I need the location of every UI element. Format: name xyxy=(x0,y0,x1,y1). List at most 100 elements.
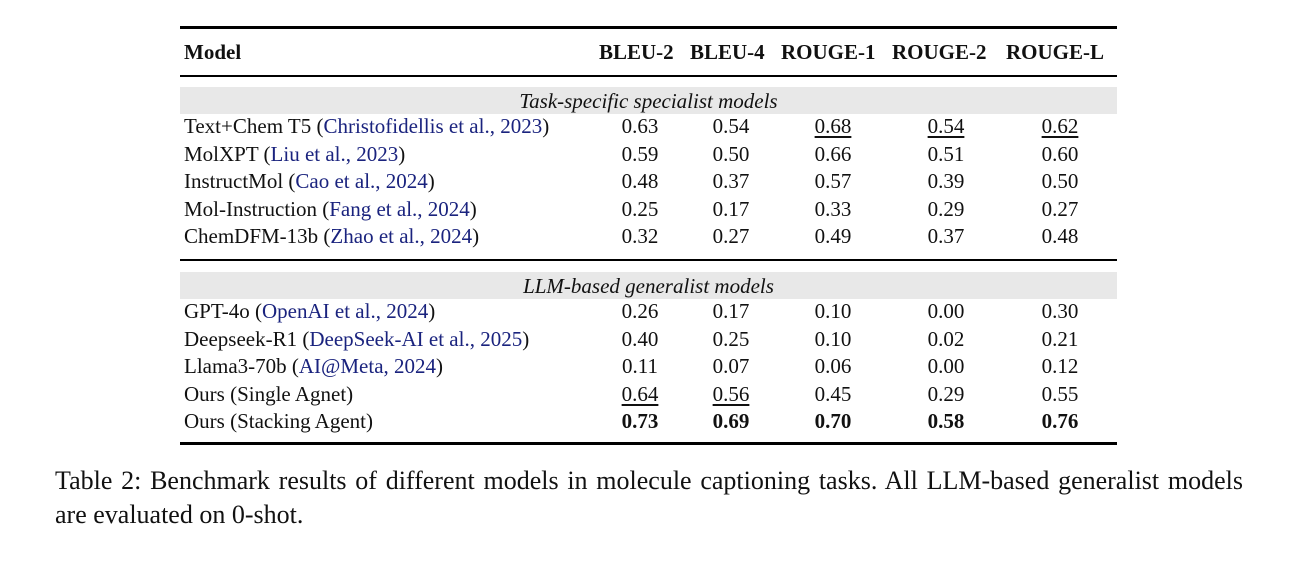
table-row: Deepseek-R1 (DeepSeek-AI et al., 2025) 0.… xyxy=(180,326,1117,353)
metric-value-text: 0.02 xyxy=(927,326,965,351)
metric-value-text: 0.68 xyxy=(814,114,852,138)
model-label: Ours (Stacking Agent) xyxy=(184,409,373,433)
metric-value-text: 0.11 xyxy=(622,354,658,378)
metric-value: 0.00 xyxy=(896,353,996,380)
citation-link[interactable]: Christofidellis et al., 2023 xyxy=(323,114,543,138)
header-bleu2: BLEU-2 xyxy=(599,40,674,64)
metric-value: 0.59 xyxy=(590,141,690,168)
metric-value-text: 0.63 xyxy=(621,114,659,138)
metric-value-text: 0.07 xyxy=(712,354,750,378)
metric-value-text: 0.64 xyxy=(621,381,659,406)
citation-link[interactable]: DeepSeek-AI et al., 2025 xyxy=(309,326,523,351)
metric-value: 0.10 xyxy=(783,298,883,325)
model-name: InstructMol (Cao et al., 2024) xyxy=(184,168,435,195)
metric-value-text: 0.12 xyxy=(1041,354,1079,378)
metric-value-text: 0.06 xyxy=(814,354,852,378)
metric-value: 0.68 xyxy=(783,113,883,140)
model-label: Text+Chem T5 ( xyxy=(184,114,324,138)
metric-value: 0.27 xyxy=(1010,196,1110,223)
model-name: Text+Chem T5 (Christofidellis et al., 20… xyxy=(184,113,549,140)
metric-value: 0.56 xyxy=(681,381,781,408)
metric-value: 0.50 xyxy=(1010,168,1110,195)
metric-value: 0.25 xyxy=(590,196,690,223)
model-label: Ours (Single Agnet) xyxy=(184,381,354,406)
model-label: MolXPT ( xyxy=(184,141,271,166)
citation-close: ) xyxy=(398,141,406,166)
metric-value-text: 0.62 xyxy=(1041,114,1079,138)
metric-value: 0.54 xyxy=(681,113,781,140)
header-rule xyxy=(180,75,1117,77)
table-row: Llama3-70b (AI@Meta, 2024) 0.11 0.07 0.06 0.… xyxy=(180,353,1117,380)
bottom-rule xyxy=(180,442,1117,445)
table-row: GPT-4o (OpenAI et al., 2024) 0.26 0.17 0.10… xyxy=(180,298,1117,325)
citation-link[interactable]: Liu et al., 2023 xyxy=(270,141,399,166)
table-row: Ours (Stacking Agent) 0.73 0.69 0.70 0.58 0.7… xyxy=(180,408,1117,435)
metric-value: 0.40 xyxy=(590,326,690,353)
metric-value: 0.02 xyxy=(896,326,996,353)
metric-value-text: 0.00 xyxy=(927,354,965,378)
table-row: Mol-Instruction (Fang et al., 2024) 0.25 0… xyxy=(180,196,1117,223)
metric-value-text: 0.17 xyxy=(712,299,750,323)
metric-value: 0.62 xyxy=(1010,113,1110,140)
metric-value: 0.32 xyxy=(590,223,690,250)
metric-value-text: 0.45 xyxy=(814,381,852,406)
metric-value: 0.49 xyxy=(783,223,883,250)
table-row: ChemDFM-13b (Zhao et al., 2024) 0.32 0.27 0… xyxy=(180,223,1117,250)
metric-value-text: 0.66 xyxy=(814,141,852,166)
metric-value: 0.29 xyxy=(896,196,996,223)
metric-value-text: 0.57 xyxy=(814,169,852,193)
metric-value: 0.64 xyxy=(590,381,690,408)
metric-value-text: 0.27 xyxy=(1041,196,1079,221)
metric-value-text: 0.51 xyxy=(927,141,965,166)
metric-value-text: 0.10 xyxy=(814,326,852,351)
citation-link[interactable]: Zhao et al., 2024 xyxy=(330,224,473,248)
table-row: InstructMol (Cao et al., 2024) 0.48 0.37 0.… xyxy=(180,168,1117,195)
metric-value: 0.11 xyxy=(590,353,690,380)
metric-value-text: 0.48 xyxy=(1041,224,1079,248)
citation-close: ) xyxy=(542,114,550,138)
model-label: Mol-Instruction ( xyxy=(184,196,330,221)
citation-close: ) xyxy=(472,224,480,248)
model-label: InstructMol ( xyxy=(184,169,296,193)
citation-link[interactable]: Fang et al., 2024 xyxy=(329,196,470,221)
metric-value-text: 0.29 xyxy=(927,381,965,406)
model-name: Ours (Stacking Agent) xyxy=(184,408,373,435)
group-title: Task-specific specialist models xyxy=(180,87,1117,114)
metric-value: 0.17 xyxy=(681,196,781,223)
metric-value-text: 0.73 xyxy=(621,409,659,433)
header-model: Model xyxy=(184,40,242,64)
model-name: Ours (Single Agnet) xyxy=(184,381,353,408)
citation-link[interactable]: Cao et al., 2024 xyxy=(295,169,428,193)
metric-value-text: 0.58 xyxy=(927,409,965,433)
metric-value-text: 0.17 xyxy=(712,196,750,221)
metric-value: 0.07 xyxy=(681,353,781,380)
metric-value-text: 0.30 xyxy=(1041,299,1079,323)
citation-close: ) xyxy=(522,326,530,351)
metric-value-text: 0.37 xyxy=(927,224,965,248)
metric-value: 0.37 xyxy=(896,223,996,250)
metric-value-text: 0.49 xyxy=(814,224,852,248)
metric-value-text: 0.25 xyxy=(712,326,750,351)
header-row: Model BLEU-2 BLEU-4 ROUGE-1 ROUGE-2 ROUG… xyxy=(180,39,1117,66)
header-rouge2: ROUGE-2 xyxy=(892,40,987,64)
table-caption: Table 2: Benchmark results of different … xyxy=(55,466,1243,529)
model-label: GPT-4o ( xyxy=(184,299,262,323)
metric-value: 0.69 xyxy=(681,408,781,435)
metric-value: 0.27 xyxy=(681,223,781,250)
metric-value: 0.50 xyxy=(681,141,781,168)
metric-value: 0.48 xyxy=(590,168,690,195)
citation-link[interactable]: OpenAI et al., 2024 xyxy=(261,299,429,323)
metric-value-text: 0.26 xyxy=(621,299,659,323)
metric-value: 0.33 xyxy=(783,196,883,223)
metric-value: 0.25 xyxy=(681,326,781,353)
metric-value-text: 0.39 xyxy=(927,169,965,193)
model-name: ChemDFM-13b (Zhao et al., 2024) xyxy=(184,223,479,250)
metric-value-text: 0.76 xyxy=(1041,409,1079,433)
metric-value-text: 0.54 xyxy=(712,114,750,138)
metric-value: 0.21 xyxy=(1010,326,1110,353)
metric-value: 0.57 xyxy=(783,168,883,195)
metric-value: 0.48 xyxy=(1010,223,1110,250)
metric-value: 0.29 xyxy=(896,381,996,408)
citation-link[interactable]: AI@Meta, 2024 xyxy=(298,354,437,378)
metric-value-text: 0.27 xyxy=(712,224,750,248)
